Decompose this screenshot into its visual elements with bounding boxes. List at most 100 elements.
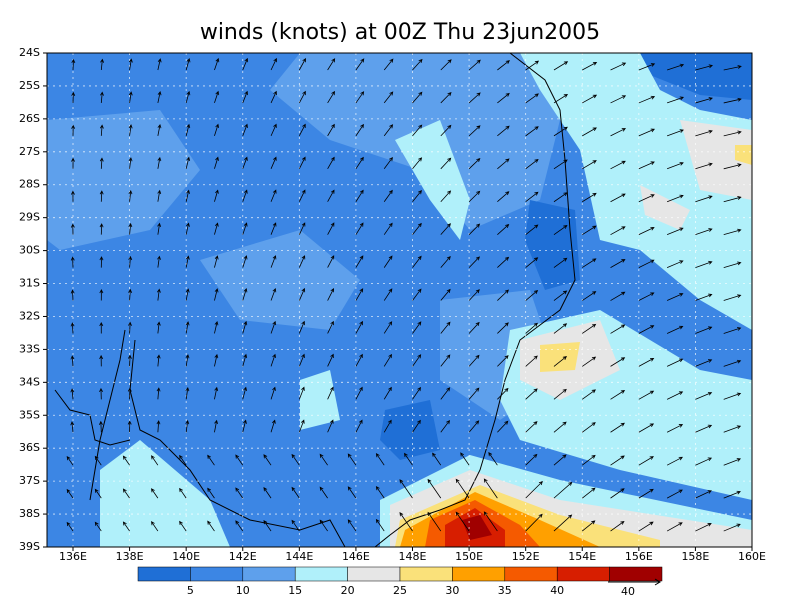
wind-arrow bbox=[298, 419, 305, 433]
wind-arrow bbox=[128, 124, 133, 136]
wind-arrow bbox=[440, 288, 451, 301]
wind-arrow bbox=[695, 195, 713, 203]
wind-arrow bbox=[723, 490, 741, 499]
colorbar-box bbox=[190, 566, 244, 582]
wind-arrow bbox=[666, 325, 684, 334]
wind-arrow bbox=[497, 223, 510, 235]
wind-arrow bbox=[235, 487, 244, 499]
coastline bbox=[129, 339, 346, 547]
wind-arrow bbox=[99, 223, 104, 235]
wind-arrow bbox=[638, 63, 656, 71]
lat-label: 38S bbox=[19, 507, 40, 520]
wind-arrow bbox=[179, 520, 187, 532]
wind-arrow bbox=[497, 355, 509, 367]
wind-arrow bbox=[70, 256, 75, 268]
coastline bbox=[374, 53, 576, 547]
wind-arrow bbox=[263, 454, 272, 466]
wind-arrow bbox=[695, 490, 712, 499]
wind-arrow bbox=[214, 156, 219, 169]
wind-arrow bbox=[156, 420, 161, 433]
colorbar-box bbox=[347, 566, 401, 582]
wind-arrow bbox=[695, 228, 713, 236]
wind-arrow bbox=[122, 488, 130, 499]
wind-arrow bbox=[127, 387, 132, 400]
wind-arrow bbox=[185, 156, 191, 169]
wind-arrow bbox=[122, 521, 130, 532]
wind-arrow bbox=[638, 488, 654, 499]
lat-label: 29S bbox=[19, 211, 40, 224]
wind-arrow bbox=[383, 419, 392, 433]
wind-arrow bbox=[291, 486, 300, 499]
wind-arrow bbox=[327, 222, 335, 235]
wind-arrow bbox=[553, 192, 568, 203]
wind-arrow bbox=[242, 353, 248, 367]
wind-arrow bbox=[751, 135, 752, 136]
coastline bbox=[89, 329, 126, 501]
wind-arrow bbox=[70, 388, 75, 400]
wind-arrow bbox=[214, 321, 219, 334]
wind-arrow bbox=[695, 359, 713, 367]
wind-arrow bbox=[723, 228, 742, 236]
wind-arrow bbox=[582, 422, 596, 433]
wind-arrow bbox=[70, 223, 75, 235]
wind-arrow bbox=[383, 386, 392, 400]
wind-arrow bbox=[638, 95, 656, 104]
wind-arrow bbox=[582, 127, 597, 137]
wind-arrow bbox=[375, 485, 385, 499]
wind-arrow bbox=[99, 190, 104, 202]
wind-arrow bbox=[128, 321, 132, 334]
wind-arrow bbox=[94, 488, 102, 499]
wind-arrow bbox=[128, 288, 133, 301]
wind-arrow bbox=[270, 57, 277, 71]
contour-fill bbox=[200, 230, 360, 330]
contour-fill bbox=[525, 200, 580, 290]
wind-arrow bbox=[99, 420, 103, 433]
wind-arrow bbox=[525, 355, 538, 367]
wind-arrow bbox=[695, 260, 713, 268]
wind-arrow bbox=[399, 512, 413, 532]
contour-fill bbox=[640, 53, 752, 100]
wind-arrow bbox=[666, 522, 683, 532]
wind-arrow bbox=[412, 124, 423, 137]
lon-label: 148E bbox=[399, 550, 427, 563]
wind-arrow bbox=[404, 452, 413, 466]
lon-label: 150E bbox=[455, 550, 483, 563]
wind-arrow bbox=[270, 419, 276, 433]
wind-arrow bbox=[525, 290, 539, 301]
wind-arrow bbox=[751, 365, 752, 367]
wind-arrow bbox=[497, 60, 510, 71]
wind-arrow bbox=[185, 189, 190, 202]
wind-arrow bbox=[525, 126, 539, 137]
wind-arrow bbox=[70, 322, 75, 334]
wind-arrow bbox=[157, 58, 162, 71]
wind-arrow bbox=[468, 157, 481, 170]
wind-arrow bbox=[695, 523, 712, 532]
wind-arrow bbox=[327, 189, 335, 202]
wind-arrow bbox=[610, 520, 625, 532]
wind-arrow bbox=[71, 124, 76, 136]
wind-arrow bbox=[319, 486, 328, 499]
wind-arrow bbox=[483, 478, 498, 499]
wind-arrow bbox=[497, 387, 509, 400]
colorbar-box bbox=[609, 566, 663, 582]
lon-label: 144E bbox=[285, 550, 313, 563]
colorbar-box bbox=[399, 566, 453, 582]
wind-arrow bbox=[440, 157, 452, 170]
wind-arrow bbox=[383, 124, 394, 137]
wind-arrow bbox=[525, 421, 538, 433]
wind-arrow bbox=[214, 90, 220, 104]
wind-arrow bbox=[723, 392, 742, 400]
wind-field bbox=[47, 53, 752, 547]
wind-arrow bbox=[497, 289, 509, 301]
wind-arrow bbox=[70, 289, 75, 301]
wind-arrow bbox=[99, 124, 104, 136]
wind-arrow bbox=[638, 423, 655, 433]
wind-arrow bbox=[298, 189, 306, 202]
colorbar-box bbox=[137, 566, 191, 582]
wind-arrow bbox=[128, 157, 133, 169]
wind-arrow bbox=[695, 457, 713, 466]
wind-arrow bbox=[468, 387, 480, 400]
wind-arrow bbox=[157, 156, 162, 169]
wind-arrow bbox=[412, 255, 422, 268]
lat-label: 24S bbox=[19, 46, 40, 59]
